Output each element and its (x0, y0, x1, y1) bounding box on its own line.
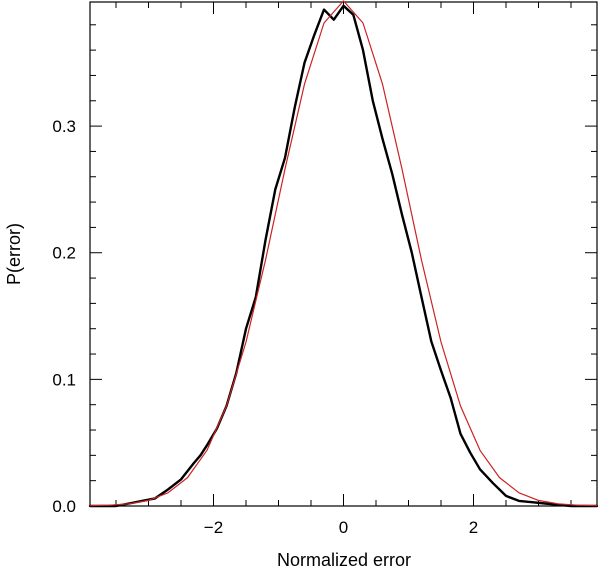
tick-labels: −2 0 2 0.0 0.1 0.2 0.3 (52, 117, 478, 537)
y-tick-label: 0.2 (52, 244, 76, 263)
series-layer (88, 0, 599, 508)
x-tick-label: −2 (204, 518, 223, 537)
x-tick-label: 2 (469, 518, 478, 537)
y-tick-label: 0.3 (52, 117, 76, 136)
x-tick-label: 0 (339, 518, 348, 537)
empirical-error-line (88, 4, 599, 508)
plot-area (89, 1, 598, 507)
y-tick-label: 0.0 (52, 497, 76, 516)
x-axis-label: Normalized error (277, 550, 411, 570)
y-tick-label: 0.1 (52, 370, 76, 389)
axis-ticks (90, 2, 597, 507)
y-axis-label: P(error) (4, 223, 24, 285)
plot-frame (89, 1, 598, 507)
gaussian-fit-line (89, 0, 598, 507)
